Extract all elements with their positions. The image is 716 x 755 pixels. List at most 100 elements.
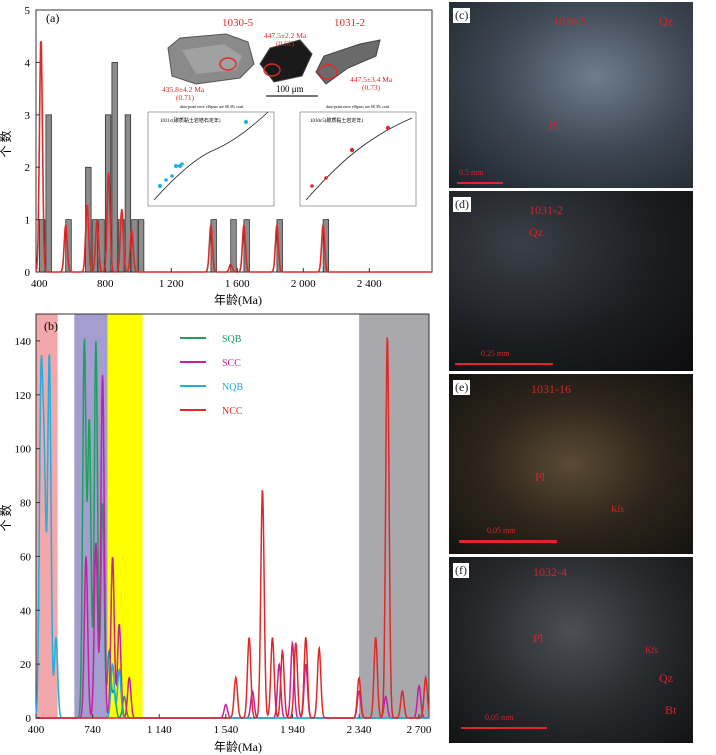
panel-b-xtick-0: 400 (28, 724, 45, 736)
age-annotation-2-sub: (0.71) (176, 93, 195, 102)
panel-a-bar-1 (45, 114, 52, 273)
panel-a-bar-14 (243, 219, 250, 273)
micrograph-e-label-2: Kfs (611, 504, 624, 514)
panel-a-xlabel: 年龄(Ma) (214, 293, 262, 307)
panel-b-chart: 0 20 40 60 80 100 120 140 400 740 1 140 1 540 1 940… (0, 313, 432, 754)
legend-label-scc: SCC (222, 358, 241, 369)
svg-text:1031c(碳质黏土岩锆石定年): 1031c(碳质黏土岩锆石定年) (160, 117, 221, 124)
micrograph-f-scale: 0.05 mm (485, 713, 514, 722)
panel-b-ytick-4: 80 (20, 498, 32, 510)
panel-a-bar-9 (124, 114, 132, 273)
micrograph-d-panel: (d) (453, 197, 471, 212)
micrograph-e-label-1: Pl (535, 470, 546, 484)
micrograph-d: (d) 1031-2 Qz 0.25 mm (449, 191, 693, 371)
panel-a-bar-13 (230, 219, 237, 273)
micrograph-c: (c) 1030-5 Qz Pl 0.5 mm (449, 2, 693, 188)
micrograph-f: (f) 1032-4 Pl Kfs Qz Bt 0.05 mm (449, 557, 693, 743)
panel-a-ytick-0: 0 (25, 267, 31, 279)
micrograph-e-scalebar (459, 540, 557, 543)
panel-b-ytick-3: 60 (20, 551, 32, 563)
micrograph-e-scale: 0.05 mm (487, 526, 516, 535)
svg-text:data-point error ellipses are: data-point error ellipses are 68.3% conf… (326, 104, 390, 109)
micrograph-c-scale: 0.5 mm (459, 168, 484, 177)
age-annotation-3-sub: (0.73) (362, 83, 381, 92)
image-scale-label: 100 μm (276, 84, 304, 94)
panel-b-ytick-0: 0 (26, 713, 32, 725)
svg-text:1030c5(碳质黏土岩定年): 1030c5(碳质黏土岩定年) (310, 117, 363, 124)
sample-label-1031-2: 1031-2 (334, 17, 365, 29)
panel-a-kde-curve (35, 41, 432, 273)
panel-a-ytick-2: 2 (25, 162, 31, 174)
panel-a-xtick-0: 400 (31, 278, 48, 290)
panel-a-ytick-5: 5 (25, 5, 31, 17)
panel-b-ytick-6: 120 (15, 390, 32, 402)
micrograph-c-scalebar (457, 182, 503, 184)
concordia-inset-right: data-point error ellipses are 68.3% conf… (299, 104, 417, 207)
micrograph-f-label-2: Kfs (645, 645, 658, 655)
panel-a-ytick-1: 1 (25, 215, 31, 227)
micrograph-d-sample: 1031-2 (529, 203, 563, 217)
zircon-grain-1031-2b (315, 39, 381, 85)
panel-b-ytick-7: 140 (15, 336, 32, 348)
panel-b-xtick-2: 1 140 (147, 724, 172, 736)
micrograph-f-panel: (f) (453, 563, 469, 578)
panel-a-ylabel: 个 数 (0, 130, 13, 157)
age-annotation-1: 447.5±2.2 Ma (264, 31, 307, 40)
micrograph-c-label-1: Qz (659, 14, 673, 28)
micrograph-e: (e) 1031-16 Pl Kfs 0.05 mm (449, 374, 693, 554)
micrograph-d-label-1: Qz (529, 225, 543, 239)
panel-b-series-ncc (36, 337, 430, 719)
panel-b-xtick-4: 1 940 (280, 724, 305, 736)
panel-a-bar-12 (210, 219, 217, 273)
zircon-grain-1031-2a (259, 39, 313, 83)
panel-a-bar-0 (38, 219, 46, 273)
panel-b-xtick-3: 1 540 (213, 724, 238, 736)
panel-b-xtick-1: 740 (84, 724, 101, 736)
micrograph-c-label-2: Pl (549, 118, 560, 132)
micrograph-d-scale: 0.25 mm (481, 349, 510, 358)
panel-a-label: (a) (46, 11, 59, 25)
age-annotation-1-sub: (0.61) (276, 39, 295, 48)
micrograph-f-sample: 1032-4 (533, 565, 567, 579)
micrograph-c-sample: 1030-5 (553, 14, 587, 28)
panel-b-xtick-6: 2 700 (407, 724, 432, 736)
age-annotation-3: 447.5±3.4 Ma (350, 75, 393, 84)
analysis-spot-2 (263, 63, 281, 77)
panel-a-bar-2 (65, 219, 72, 273)
panel-b-label: (b) (44, 319, 58, 333)
panel-a-bar-15 (276, 219, 283, 273)
micrograph-e-sample: 1031-16 (531, 382, 571, 396)
panel-a-xtick-2: 1 200 (159, 278, 184, 290)
panel-a-ytick-4: 4 (25, 57, 31, 69)
analysis-spot-3 (318, 64, 338, 80)
panel-b-ytick-5: 100 (15, 444, 32, 456)
panel-b-band-3 (359, 314, 429, 718)
legend-label-sqb: SQB (222, 334, 242, 345)
concordia-inset-left: data-point error ellipses are 68.3% conf… (147, 104, 275, 207)
panel-b-xtick-5: 2 340 (347, 724, 372, 736)
panel-a-xtick-1: 800 (97, 278, 114, 290)
micrograph-f-label-4: Bt (665, 703, 677, 717)
svg-text:data-point error ellipses are: data-point error ellipses are 68.3% conf… (180, 104, 244, 109)
analysis-spot-1 (219, 57, 237, 71)
micrograph-c-panel: (c) (453, 8, 471, 23)
age-annotation-2: 435.8±4.2 Ma (162, 85, 205, 94)
sample-label-1030-5: 1030-5 (222, 17, 254, 29)
micrograph-f-scalebar (461, 727, 547, 729)
panel-b-xlabel: 年龄(Ma) (214, 740, 262, 754)
panel-a-bar-16 (322, 219, 330, 273)
legend-label-nqb: NQB (222, 382, 243, 393)
panel-a-bar-7 (111, 62, 118, 273)
panel-b-band-2 (107, 314, 143, 718)
panel-a-xtick-5: 2 400 (357, 278, 382, 290)
micrograph-e-panel: (e) (453, 380, 471, 395)
micrograph-f-label-3: Qz (659, 671, 673, 685)
panel-a-xtick-4: 2 000 (291, 278, 316, 290)
micrograph-d-scalebar (455, 363, 553, 365)
panel-b-ylabel: 个 数 (0, 504, 13, 531)
micrograph-f-label-1: Pl (533, 631, 544, 645)
panel-b-ytick-1: 20 (20, 659, 32, 671)
panel-a-chart: 0 1 2 3 4 5 400 800 1 200 1 600 2 000 2 400 (a) 个 … (0, 5, 433, 307)
panel-a-ytick-3: 3 (25, 110, 31, 122)
panel-a-xtick-3: 1 600 (225, 278, 250, 290)
